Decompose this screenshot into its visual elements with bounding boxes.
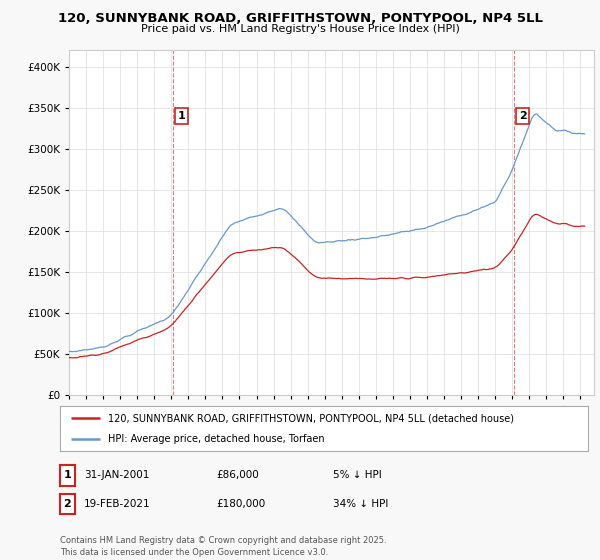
Text: HPI: Average price, detached house, Torfaen: HPI: Average price, detached house, Torf… [107, 433, 324, 444]
Text: £180,000: £180,000 [216, 499, 265, 509]
Text: 31-JAN-2001: 31-JAN-2001 [84, 470, 149, 480]
Text: 120, SUNNYBANK ROAD, GRIFFITHSTOWN, PONTYPOOL, NP4 5LL (detached house): 120, SUNNYBANK ROAD, GRIFFITHSTOWN, PONT… [107, 413, 514, 423]
Text: 5% ↓ HPI: 5% ↓ HPI [333, 470, 382, 480]
Text: 1: 1 [177, 111, 185, 121]
Text: 19-FEB-2021: 19-FEB-2021 [84, 499, 151, 509]
Text: 1: 1 [64, 470, 71, 480]
Text: 120, SUNNYBANK ROAD, GRIFFITHSTOWN, PONTYPOOL, NP4 5LL: 120, SUNNYBANK ROAD, GRIFFITHSTOWN, PONT… [58, 12, 542, 25]
Text: 34% ↓ HPI: 34% ↓ HPI [333, 499, 388, 509]
Text: Contains HM Land Registry data © Crown copyright and database right 2025.
This d: Contains HM Land Registry data © Crown c… [60, 536, 386, 557]
Text: £86,000: £86,000 [216, 470, 259, 480]
Text: Price paid vs. HM Land Registry's House Price Index (HPI): Price paid vs. HM Land Registry's House … [140, 24, 460, 34]
Text: 2: 2 [519, 111, 527, 121]
Text: 2: 2 [64, 499, 71, 509]
